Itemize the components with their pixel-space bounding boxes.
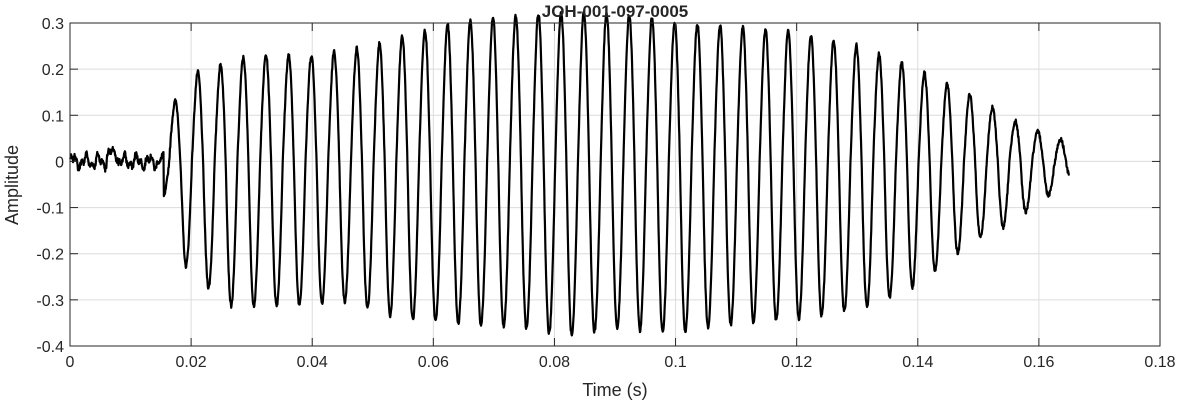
axis-ticks bbox=[69, 22, 1161, 347]
x-tick-label: 0.14 bbox=[902, 354, 933, 371]
x-axis-label: Time (s) bbox=[582, 380, 647, 400]
y-tick-label: -0.4 bbox=[36, 339, 64, 356]
waveform-series bbox=[69, 10, 1071, 337]
x-tick-label: 0.08 bbox=[539, 354, 570, 371]
x-tick-label: 0.18 bbox=[1144, 354, 1175, 371]
x-tick-label: 0.12 bbox=[781, 354, 812, 371]
x-tick-label: 0.1 bbox=[664, 354, 686, 371]
chart-title: JOH-001-097-0005 bbox=[542, 2, 688, 21]
series-layer bbox=[69, 10, 1071, 337]
x-tick-label: 0.02 bbox=[176, 354, 207, 371]
y-tick-label: -0.1 bbox=[36, 201, 64, 218]
y-axis-label: Amplitude bbox=[2, 145, 22, 225]
x-tick-label: 0 bbox=[66, 354, 75, 371]
x-tick-labels: 0 0.02 0.04 0.06 0.08 0.1 0.12 0.14 0.16 0.18 bbox=[66, 354, 1176, 371]
y-tick-label: 0.1 bbox=[42, 108, 64, 125]
y-tick-label: 0.2 bbox=[42, 62, 64, 79]
x-tick-label: 0.06 bbox=[418, 354, 449, 371]
axes-frame bbox=[69, 22, 1161, 347]
y-tick-labels: -0.4 -0.3 -0.2 -0.1 0 0.1 0.2 0.3 bbox=[36, 16, 64, 356]
x-tick-label: 0.04 bbox=[297, 354, 328, 371]
y-tick-label: 0 bbox=[55, 154, 64, 171]
x-tick-label: 0.16 bbox=[1023, 354, 1054, 371]
y-tick-label: -0.2 bbox=[36, 247, 64, 264]
y-tick-label: 0.3 bbox=[42, 16, 64, 33]
y-tick-label: -0.3 bbox=[36, 293, 64, 310]
